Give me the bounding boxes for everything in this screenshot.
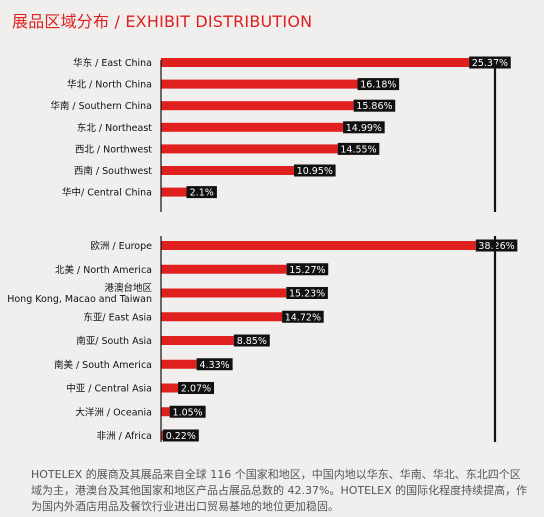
bar [161,264,287,274]
value-label: 14.72% [285,312,321,323]
value-label: 1.05% [173,407,203,418]
category-label: 大洋洲 / Oceania [75,406,152,418]
category-label: 西北 / Northwest [75,144,152,155]
bar [161,336,234,345]
value-label-box [196,358,233,371]
value-label-box [337,142,380,155]
description-text: HOTELEX 的展商及其展品来自全球 116 个国家和地区，中国内地以华东、华… [31,468,528,513]
category-label: 东亚/ East Asia [83,311,152,323]
bar [161,383,179,393]
chart-group-2: 38.26% 欧洲 / Europe 15.27% 北美 / North Americ… [7,236,518,442]
value-label: 10.95% [297,166,333,177]
bar [161,101,354,111]
value-label: 2.07% [181,384,211,395]
bar [161,79,358,89]
bar [161,288,287,298]
value-label: 16.18% [360,80,396,91]
category-label: 西南 / Southwest [74,165,152,177]
value-label: 4.33% [200,360,230,371]
category-label: 华中/ Central China [62,187,152,199]
category-label: 非洲 / Africa [97,430,152,442]
distribution-chart: 25.37% 华东 / East China 16.18% 华北 / North Ch… [7,56,518,442]
category-label: 南美 / South America [54,359,152,371]
value-label-box [475,239,518,252]
value-label: 0.22% [166,431,196,442]
category-label: 华南 / Southern China [50,100,152,112]
value-label-box [357,78,400,91]
bar [161,312,283,322]
bar [161,431,163,440]
value-label: 15.86% [356,101,392,112]
value-label-box [282,310,324,323]
value-label-box [469,56,511,69]
bar [161,166,294,175]
value-label: 15.23% [289,289,325,300]
value-label: 25.37% [472,58,508,69]
bar [161,144,338,154]
value-label-box [353,99,396,112]
bar [161,58,470,67]
category-label: 中亚 / Central Asia [66,383,152,395]
category-label: 华北 / North China [67,79,152,91]
value-label-box [186,186,217,199]
value-label: 14.99% [346,123,382,134]
bar [161,241,476,250]
value-label: 2.1% [190,188,214,199]
category-label: 港澳台地区 Hong Kong, Macao and Taiwan [7,282,152,305]
page-title: 展品区域分布 / EXHIBIT DISTRIBUTION [12,12,313,31]
value-label-box [233,334,270,347]
value-label-box [286,287,328,299]
value-label-box [343,121,385,134]
bar [161,122,344,132]
category-label: 北美 / North America [55,264,152,276]
value-label-box [178,382,215,394]
value-label: 15.27% [289,265,325,276]
value-label-box [293,164,336,177]
value-label-box [169,405,206,418]
category-label: 华东 / East China [73,57,152,69]
value-label: 38.26% [478,241,514,252]
bar [161,359,197,369]
value-label-box [286,263,329,276]
category-label: 南亚/ South Asia [76,335,152,347]
bar [161,407,170,417]
bar [161,187,187,197]
value-label-box [162,429,199,442]
category-label: 欧洲 / Europe [90,240,152,252]
category-label: 东北 / Northeast [77,122,152,134]
chart-group-1: 25.37% 华东 / East China 16.18% 华北 / North Ch… [50,56,511,212]
value-label: 8.85% [237,336,267,347]
value-label: 14.55% [340,144,376,155]
